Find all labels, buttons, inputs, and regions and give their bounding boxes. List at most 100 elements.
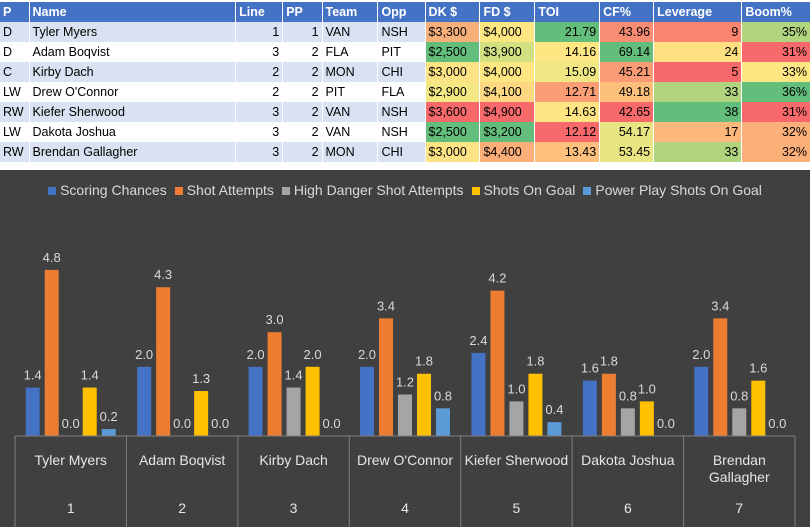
bar[interactable] xyxy=(639,401,654,436)
bar[interactable] xyxy=(267,332,282,436)
category-label: Kiefer Sherwood xyxy=(465,452,569,468)
bar[interactable] xyxy=(547,422,562,436)
cell-fd: $4,000 xyxy=(480,22,536,42)
header-fd[interactable]: FD $ xyxy=(480,2,536,22)
bar[interactable] xyxy=(360,366,374,436)
data-label: 0.0 xyxy=(62,416,80,431)
cell-team: VAN xyxy=(322,22,379,42)
cell-team: PIT xyxy=(322,82,379,102)
header-cf[interactable]: CF% xyxy=(600,2,655,22)
category-label: Adam Boqvist xyxy=(139,452,225,468)
cell-line: 3 xyxy=(236,142,284,162)
legend-item[interactable]: Shot Attempts xyxy=(174,182,274,198)
bar[interactable] xyxy=(436,408,450,436)
bar[interactable] xyxy=(620,408,635,436)
table-row[interactable]: D Tyler Myers 1 1 VAN NSH $3,300 $4,000 21.79 43.… xyxy=(0,22,810,42)
legend-item[interactable]: Power Play Shots On Goal xyxy=(583,182,762,198)
bar[interactable] xyxy=(248,366,263,436)
cell-cf: 53.45 xyxy=(600,142,655,162)
table-header-row: P Name Line PP Team Opp DK $ FD $ TOI CF… xyxy=(0,2,810,22)
table-row[interactable]: LW Drew O'Connor 2 2 PIT FLA $2,900 $4,100 12.71… xyxy=(0,82,810,102)
legend-label: Scoring Chances xyxy=(60,182,167,198)
cell-pp: 1 xyxy=(283,22,323,42)
cell-pos: C xyxy=(0,62,30,82)
data-label: 1.8 xyxy=(600,354,618,369)
bar[interactable] xyxy=(732,408,747,436)
header-leverage[interactable]: Leverage xyxy=(654,2,743,22)
cell-toi: 15.09 xyxy=(535,62,601,82)
cell-opp: CHI xyxy=(378,142,426,162)
table-row[interactable]: RW Kiefer Sherwood 3 2 VAN NSH $3,600 $4,900 14.… xyxy=(0,102,810,122)
bar[interactable] xyxy=(713,318,728,436)
bar[interactable] xyxy=(137,366,152,436)
cell-dk: $3,000 xyxy=(425,62,481,82)
table-row[interactable]: RW Brendan Gallagher 3 2 MON CHI $3,000 $4,400 1… xyxy=(0,142,810,162)
bar[interactable] xyxy=(398,394,412,436)
cell-name: Kiefer Sherwood xyxy=(29,102,237,122)
cell-lev: 9 xyxy=(654,22,743,42)
bar[interactable] xyxy=(601,373,616,436)
bar-chart: Scoring Chances Shot Attempts High Danger … xyxy=(0,170,810,527)
bar[interactable] xyxy=(156,287,171,436)
cell-fd: $4,400 xyxy=(480,142,536,162)
bar[interactable] xyxy=(194,391,209,436)
header-dk[interactable]: DK $ xyxy=(425,2,481,22)
bar[interactable] xyxy=(490,290,505,436)
category-index: 2 xyxy=(178,500,186,516)
cell-boom: 32% xyxy=(742,122,810,142)
bar[interactable] xyxy=(509,401,524,436)
cell-line: 2 xyxy=(236,82,284,102)
table-row[interactable]: LW Dakota Joshua 3 2 VAN NSH $2,500 $3,200 12.12… xyxy=(0,122,810,142)
bar[interactable] xyxy=(379,318,393,436)
legend-item[interactable]: Scoring Chances xyxy=(48,182,167,198)
cell-name: Drew O'Connor xyxy=(29,82,237,102)
category-label: Brendan xyxy=(713,452,766,468)
cell-fd: $4,900 xyxy=(480,102,536,122)
data-label: 0.0 xyxy=(768,416,786,431)
cell-cf: 69.14 xyxy=(600,42,655,62)
bar[interactable] xyxy=(582,380,597,436)
header-name[interactable]: Name xyxy=(29,2,237,22)
bar[interactable] xyxy=(528,373,543,436)
data-label: 1.0 xyxy=(638,381,656,396)
cell-boom: 36% xyxy=(742,82,810,102)
bar[interactable] xyxy=(286,387,301,436)
header-pp[interactable]: PP xyxy=(283,2,323,22)
bar[interactable] xyxy=(694,366,709,436)
data-label: 2.0 xyxy=(358,347,376,362)
data-label: 0.0 xyxy=(211,416,229,431)
bar[interactable] xyxy=(751,380,766,436)
table-row[interactable]: C Kirby Dach 2 2 MON CHI $3,000 $4,000 15.09 45.2… xyxy=(0,62,810,82)
bar[interactable] xyxy=(417,373,431,436)
cell-line: 2 xyxy=(236,62,284,82)
bar[interactable] xyxy=(101,429,116,436)
header-opp[interactable]: Opp xyxy=(378,2,426,22)
bar[interactable] xyxy=(25,387,40,436)
bar[interactable] xyxy=(82,387,97,436)
cell-opp: NSH xyxy=(378,122,426,142)
data-label: 1.4 xyxy=(285,368,303,383)
cell-fd: $4,100 xyxy=(480,82,536,102)
cell-opp: NSH xyxy=(378,22,426,42)
cell-name: Tyler Myers xyxy=(29,22,237,42)
header-boom[interactable]: Boom% xyxy=(742,2,810,22)
header-toi[interactable]: TOI xyxy=(535,2,601,22)
bar[interactable] xyxy=(471,352,486,436)
cell-pp: 2 xyxy=(283,42,323,62)
cell-cf: 49.18 xyxy=(600,82,655,102)
header-line[interactable]: Line xyxy=(236,2,284,22)
data-label: 0.2 xyxy=(100,409,118,424)
category-index: 6 xyxy=(624,500,632,516)
legend-item[interactable]: High Danger Shot Attempts xyxy=(281,182,464,198)
cell-pos: LW xyxy=(0,82,30,102)
data-label: 2.4 xyxy=(469,333,487,348)
data-label: 3.4 xyxy=(377,298,395,313)
player-table: P Name Line PP Team Opp DK $ FD $ TOI CF… xyxy=(0,0,810,164)
cell-pos: RW xyxy=(0,142,30,162)
header-team[interactable]: Team xyxy=(322,2,379,22)
bar[interactable] xyxy=(305,366,320,436)
header-pos[interactable]: P xyxy=(0,2,30,22)
table-row[interactable]: D Adam Boqvist 3 2 FLA PIT $2,500 $3,900 14.16 69… xyxy=(0,42,810,62)
legend-item[interactable]: Shots On Goal xyxy=(471,182,575,198)
bar[interactable] xyxy=(44,269,59,436)
